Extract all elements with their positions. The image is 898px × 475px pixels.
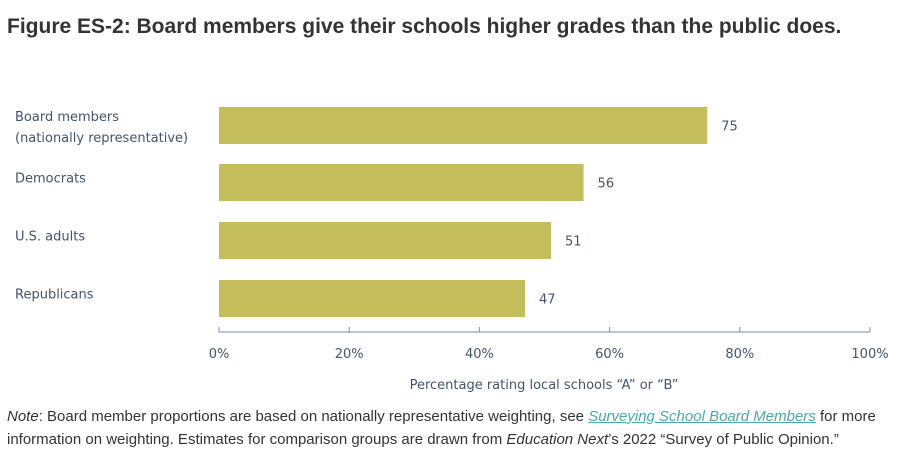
surveying-board-members-link[interactable]: Surveying School Board Members: [588, 408, 816, 425]
x-tick-label: 20%: [335, 347, 364, 362]
bar: [219, 280, 525, 317]
category-label: Democrats: [15, 172, 86, 187]
bar: [219, 107, 708, 144]
category-label: Republicans: [15, 288, 94, 303]
figure-title: Figure ES-2: Board members give their sc…: [7, 15, 842, 38]
x-tick-label: 60%: [595, 347, 624, 362]
publication-name: Education Next: [506, 430, 609, 448]
note-text: : Board member proportions are based on …: [38, 408, 589, 425]
bar: [219, 222, 552, 259]
data-label: 75: [721, 120, 738, 135]
data-label: 47: [539, 293, 556, 308]
note-text: ’s 2022 “Survey of Public Opinion.”: [608, 430, 839, 448]
x-tick-label: 40%: [465, 347, 494, 362]
x-tick-label: 100%: [851, 347, 888, 362]
x-tick-label: 80%: [725, 347, 754, 362]
note-label: Note: [7, 408, 39, 425]
x-axis-title: Percentage rating local schools “A” or “…: [410, 378, 679, 393]
category-label: (nationally representative): [15, 131, 188, 146]
x-tick-label: 0%: [209, 347, 230, 362]
data-label: 56: [598, 177, 615, 192]
category-label: U.S. adults: [15, 230, 85, 245]
bar: [219, 164, 584, 201]
bar-chart: 75 Board members (nationally representativ…: [15, 107, 889, 393]
category-label: Board members: [15, 110, 119, 125]
data-label: 51: [565, 235, 582, 250]
figure-note: Note: Board member proportions are based…: [7, 406, 892, 451]
note-text: for more information on weighting. Estim…: [7, 408, 876, 448]
